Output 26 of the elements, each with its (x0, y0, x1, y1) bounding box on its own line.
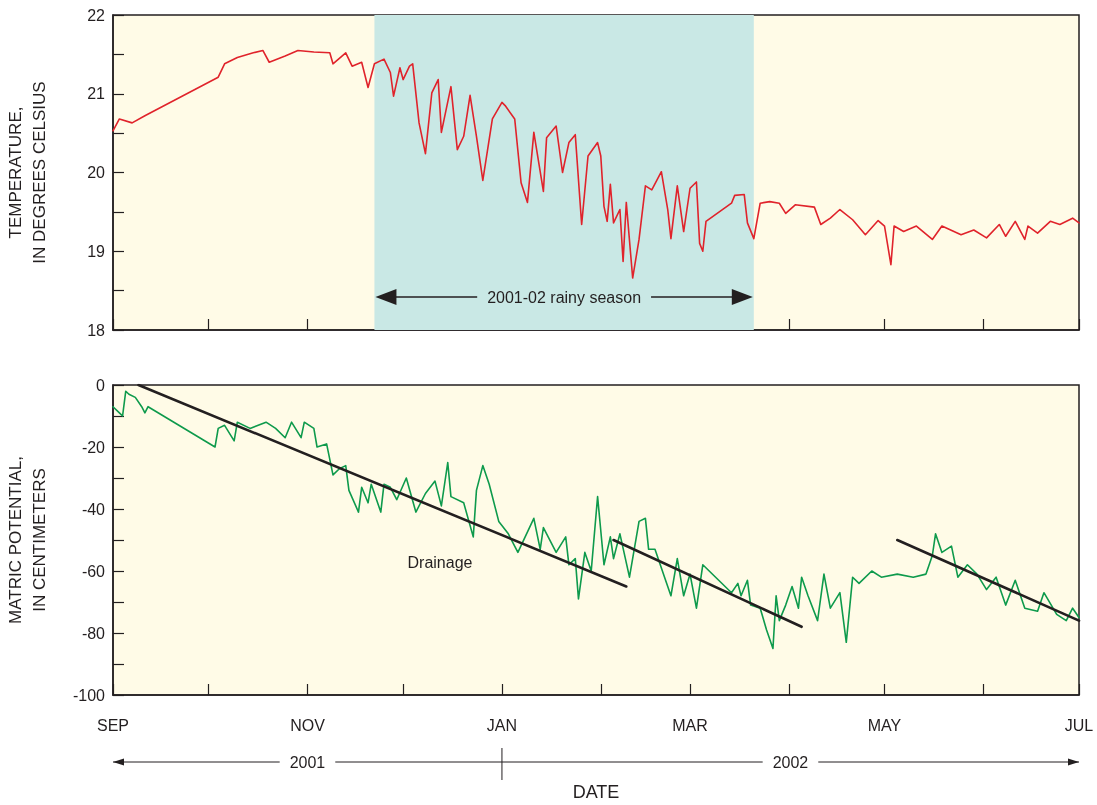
y-tick-label: -60 (81, 562, 106, 580)
y-tick-label: 21 (87, 85, 106, 103)
text: 2002 (772, 753, 809, 771)
line-series (112, 49, 1080, 279)
x-axis-title: DATE (572, 782, 620, 802)
x-tick-label: MAY (867, 716, 902, 734)
x-tick-label: JAN (486, 716, 518, 734)
text: 2001 (289, 753, 326, 771)
y-tick-label: -80 (81, 624, 106, 642)
y-tick-label: -20 (81, 438, 106, 456)
y-tick-label: 22 (87, 6, 106, 24)
x-tick-label: SEP (96, 716, 130, 734)
line-series (112, 390, 1080, 650)
y-tick-label: 20 (87, 164, 106, 181)
y-tick-label: 18 (87, 321, 106, 339)
annotation: Drainage (407, 553, 473, 571)
band-label: 2001-02 rainy season (487, 288, 642, 306)
x-tick-label: JUL (1064, 716, 1094, 734)
x-tick-label: MAR (672, 716, 708, 734)
y-tick-label: 0 (96, 376, 106, 394)
y-axis-title: TEMPERATURE, IN DEGREES CELSIUS (5, 81, 49, 264)
y-tick-label: 19 (87, 242, 106, 260)
y-tick-label: -40 (81, 500, 106, 518)
y-axis-title: MATRIC POTENTIAL, IN CENTIMETERS (5, 456, 49, 624)
y-tick-label: -100 (72, 686, 106, 704)
x-tick-label: NOV (290, 716, 326, 734)
